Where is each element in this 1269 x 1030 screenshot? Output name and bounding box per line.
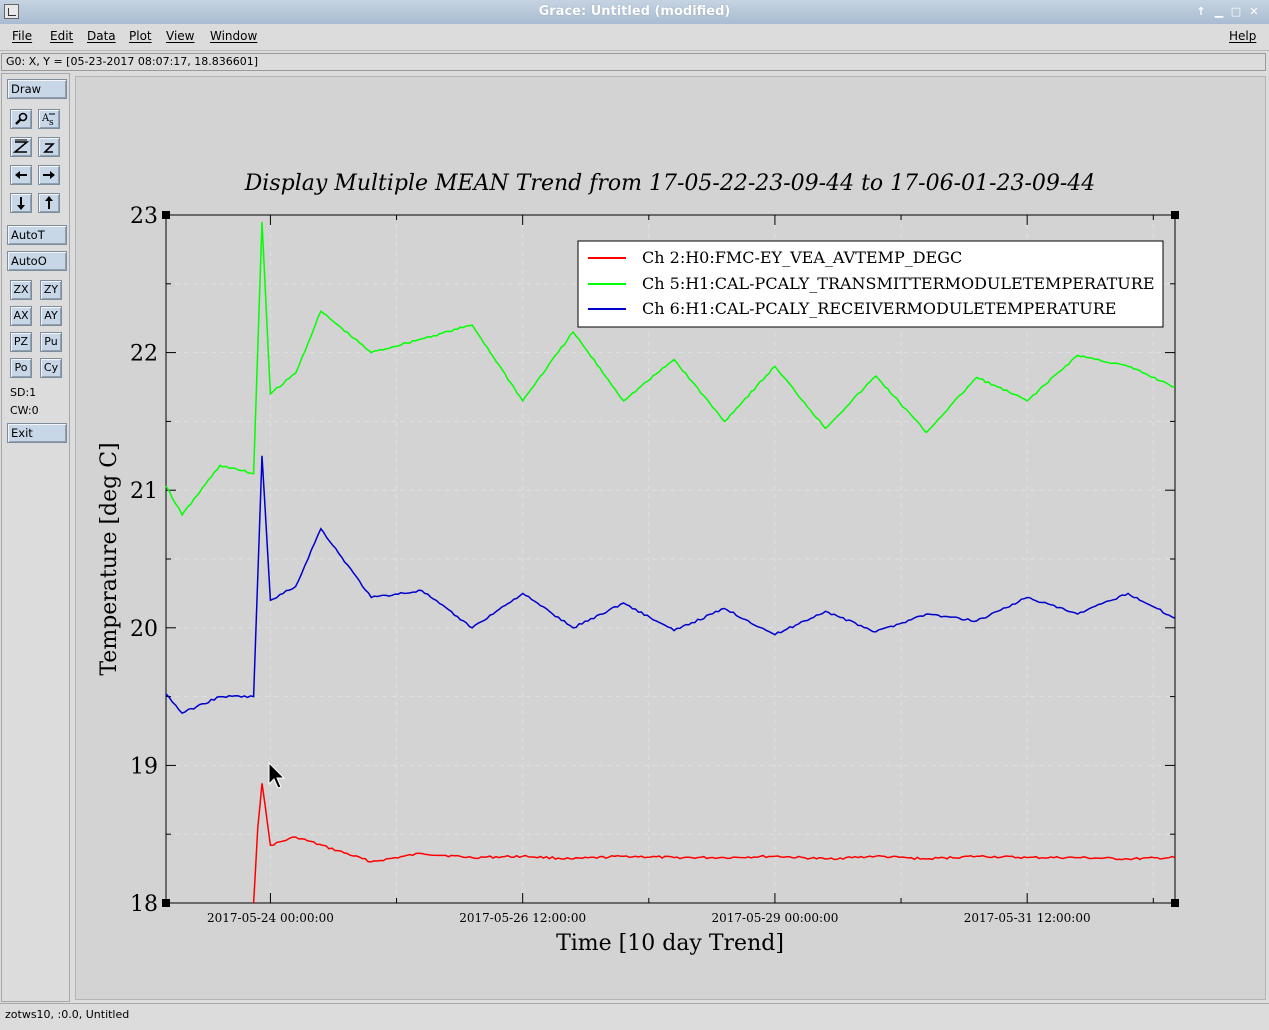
- y-tick-label: 18: [130, 892, 158, 917]
- ax-button[interactable]: AX: [10, 306, 32, 326]
- chart[interactable]: 18 19 20 21 22 23 2017-05-24 00:00:00 2017-05-2…: [76, 77, 1265, 999]
- y-axis-label: Temperature [deg C]: [97, 442, 122, 675]
- statusbar: zotws10, :0.0, Untitled: [0, 1003, 1269, 1030]
- app-icon[interactable]: [4, 4, 19, 19]
- legend: Ch 2:H0:FMC-EY_VEA_AVTEMP_DEGC Ch 5:H1:C…: [577, 240, 1164, 328]
- window-titlebar: Grace: Untitled (modified) ↑ ▁ □ ✕: [0, 0, 1269, 25]
- series-ch6-line: [165, 455, 1176, 714]
- autot-button[interactable]: AutoT: [7, 225, 67, 245]
- frame-handle-tr[interactable]: [1171, 211, 1179, 219]
- grid-lines: [166, 215, 1175, 903]
- y-tick-label: 19: [130, 754, 158, 779]
- plot-canvas[interactable]: 18 19 20 21 22 23 2017-05-24 00:00:00 2017-05-2…: [75, 76, 1266, 1000]
- window-title: Grace: Untitled (modified): [538, 4, 731, 19]
- menu-help[interactable]: Help: [1229, 29, 1257, 43]
- pu-button[interactable]: Pu: [40, 332, 62, 352]
- legend-label-ch6: Ch 6:H1:CAL-PCALY_RECEIVERMODULETEMPERAT…: [642, 299, 1116, 318]
- zx-button[interactable]: ZX: [10, 280, 32, 300]
- menu-file[interactable]: File: [12, 29, 33, 43]
- unzoom-z-icon[interactable]: [38, 137, 60, 157]
- menu-plot[interactable]: Plot: [129, 29, 152, 43]
- wm-up-icon[interactable]: ↑: [1196, 5, 1206, 18]
- y-tick-label: 23: [130, 204, 158, 229]
- arrow-down-icon[interactable]: [10, 193, 32, 213]
- zy-button[interactable]: ZY: [40, 280, 62, 300]
- minimize-icon[interactable]: ▁: [1214, 5, 1224, 18]
- mouse-cursor-icon: [268, 761, 286, 789]
- po-button[interactable]: Po: [10, 358, 32, 378]
- legend-box: [577, 240, 1164, 328]
- legend-label-ch5: Ch 5:H1:CAL-PCALY_TRANSMITTERMODULETEMPE…: [642, 274, 1155, 293]
- x-tick-label: 2017-05-26 12:00:00: [459, 911, 586, 925]
- pz-button[interactable]: PZ: [10, 332, 32, 352]
- y-tick-label: 21: [130, 479, 158, 504]
- frame-handle-tl[interactable]: [162, 211, 170, 219]
- menu-window[interactable]: Window: [210, 29, 258, 43]
- x-tick-label: 2017-05-24 00:00:00: [207, 911, 334, 925]
- menu-edit[interactable]: Edit: [50, 29, 74, 43]
- series-ch2-line: [252, 783, 1176, 904]
- zoom-icon[interactable]: [10, 109, 32, 129]
- close-icon[interactable]: ✕: [1249, 5, 1259, 18]
- arrow-left-icon[interactable]: [10, 165, 32, 185]
- y-tick-label: 20: [130, 617, 158, 642]
- menu-view[interactable]: View: [166, 29, 195, 43]
- frame-handle-br[interactable]: [1171, 899, 1179, 907]
- zoom-z-icon[interactable]: [10, 137, 32, 157]
- arrow-up-icon[interactable]: [38, 193, 60, 213]
- draw-button[interactable]: Draw: [7, 79, 67, 99]
- frame-handle-bl[interactable]: [162, 899, 170, 907]
- autoo-button[interactable]: AutoO: [7, 251, 67, 271]
- stack-depth-label: SD:1: [10, 386, 37, 399]
- x-axis-label: Time [10 day Trend]: [556, 931, 784, 956]
- svg-text:A: A: [41, 113, 50, 124]
- current-world-label: CW:0: [10, 404, 39, 417]
- series-ch5-line: [165, 221, 1176, 517]
- svg-text:s: s: [49, 118, 54, 128]
- locator-readout: G0: X, Y = [05-23-2017 08:07:17, 18.8366…: [1, 53, 1266, 71]
- legend-label-ch2: Ch 2:H0:FMC-EY_VEA_AVTEMP_DEGC: [642, 248, 962, 267]
- cy-button[interactable]: Cy: [40, 358, 62, 378]
- x-tick-label: 2017-05-31 12:00:00: [964, 911, 1091, 925]
- series-group: [165, 221, 1176, 904]
- exit-button[interactable]: Exit: [7, 423, 67, 443]
- chart-title: Display Multiple MEAN Trend from 17-05-2…: [244, 171, 1096, 196]
- status-text: zotws10, :0.0, Untitled: [5, 1008, 130, 1021]
- arrow-right-icon[interactable]: [38, 165, 60, 185]
- ay-button[interactable]: AY: [40, 306, 62, 326]
- menu-data[interactable]: Data: [87, 29, 116, 43]
- x-tick-label: 2017-05-29 00:00:00: [711, 911, 838, 925]
- axis-ticks: 18 19 20 21 22 23 2017-05-24 00:00:00 2017-05-2…: [130, 204, 1175, 925]
- y-tick-label: 22: [130, 342, 158, 367]
- maximize-icon[interactable]: □: [1230, 5, 1242, 18]
- menubar: File Edit Data Plot View Window Help: [0, 24, 1269, 51]
